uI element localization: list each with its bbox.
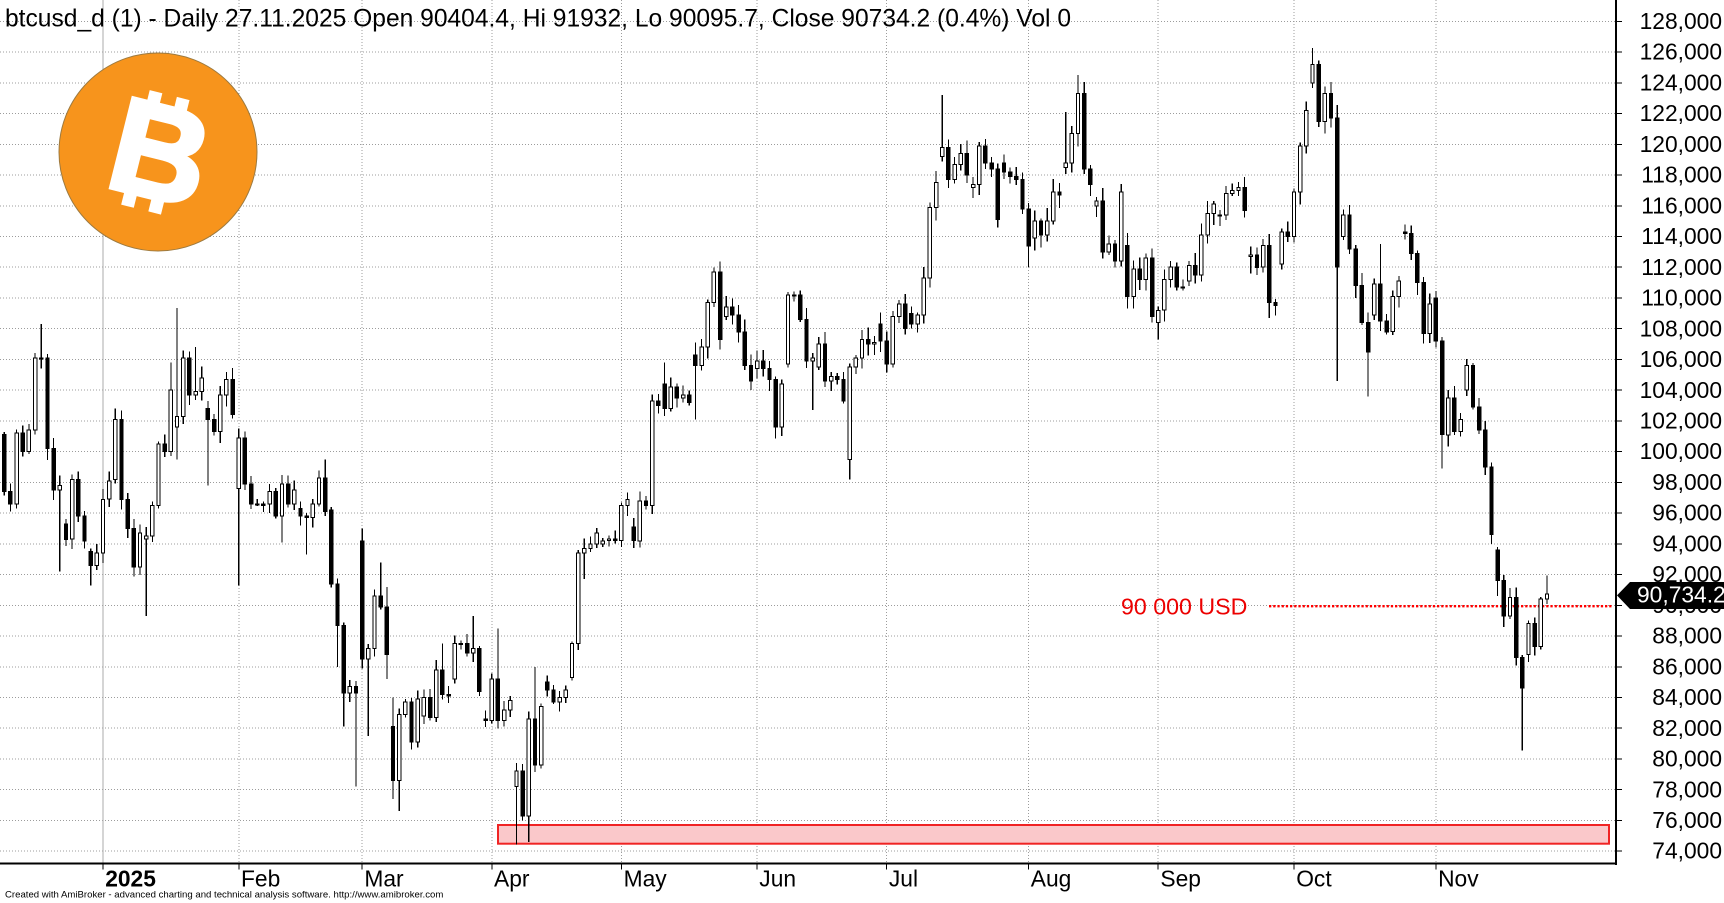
svg-text:Feb: Feb xyxy=(241,866,280,892)
svg-text:86,000: 86,000 xyxy=(1652,653,1722,679)
svg-text:112,000: 112,000 xyxy=(1641,254,1722,280)
svg-text:Aug: Aug xyxy=(1031,866,1072,892)
svg-text:110,000: 110,000 xyxy=(1641,285,1722,311)
svg-text:94,000: 94,000 xyxy=(1652,530,1722,556)
svg-text:2025: 2025 xyxy=(105,866,156,892)
svg-text:btcusd_d (1) - Daily 27.11.202: btcusd_d (1) - Daily 27.11.2025 Open 904… xyxy=(5,6,1071,33)
svg-text:84,000: 84,000 xyxy=(1652,684,1722,710)
svg-text:126,000: 126,000 xyxy=(1640,39,1722,65)
svg-text:Mar: Mar xyxy=(364,866,404,892)
svg-text:Created with AmiBroker - advan: Created with AmiBroker - advanced charti… xyxy=(5,890,443,901)
svg-text:74,000: 74,000 xyxy=(1652,838,1722,864)
svg-text:122,000: 122,000 xyxy=(1640,100,1722,126)
svg-text:Jul: Jul xyxy=(889,866,918,892)
svg-text:Nov: Nov xyxy=(1438,866,1479,892)
svg-text:Sep: Sep xyxy=(1160,866,1201,892)
svg-text:Oct: Oct xyxy=(1296,866,1332,892)
svg-text:106,000: 106,000 xyxy=(1640,346,1722,372)
svg-text:May: May xyxy=(624,866,668,892)
svg-text:116,000: 116,000 xyxy=(1641,192,1722,218)
svg-text:88,000: 88,000 xyxy=(1652,623,1722,649)
svg-text:80,000: 80,000 xyxy=(1652,746,1722,772)
svg-text:124,000: 124,000 xyxy=(1640,70,1722,96)
svg-text:102,000: 102,000 xyxy=(1640,408,1722,434)
svg-text:114,000: 114,000 xyxy=(1641,223,1722,249)
svg-text:128,000: 128,000 xyxy=(1640,8,1722,34)
svg-text:78,000: 78,000 xyxy=(1652,776,1722,802)
svg-text:90,734.2: 90,734.2 xyxy=(1637,582,1724,608)
svg-text:76,000: 76,000 xyxy=(1652,807,1722,833)
svg-text:82,000: 82,000 xyxy=(1652,715,1722,741)
svg-text:Apr: Apr xyxy=(494,866,530,892)
svg-text:96,000: 96,000 xyxy=(1652,500,1722,526)
svg-text:118,000: 118,000 xyxy=(1641,162,1722,188)
svg-text:100,000: 100,000 xyxy=(1640,438,1722,464)
svg-text:104,000: 104,000 xyxy=(1640,377,1722,403)
svg-text:Jun: Jun xyxy=(759,866,796,892)
svg-text:108,000: 108,000 xyxy=(1640,315,1722,341)
svg-text:90 000 USD: 90 000 USD xyxy=(1121,594,1247,620)
svg-text:120,000: 120,000 xyxy=(1640,131,1722,157)
svg-text:98,000: 98,000 xyxy=(1652,469,1722,495)
